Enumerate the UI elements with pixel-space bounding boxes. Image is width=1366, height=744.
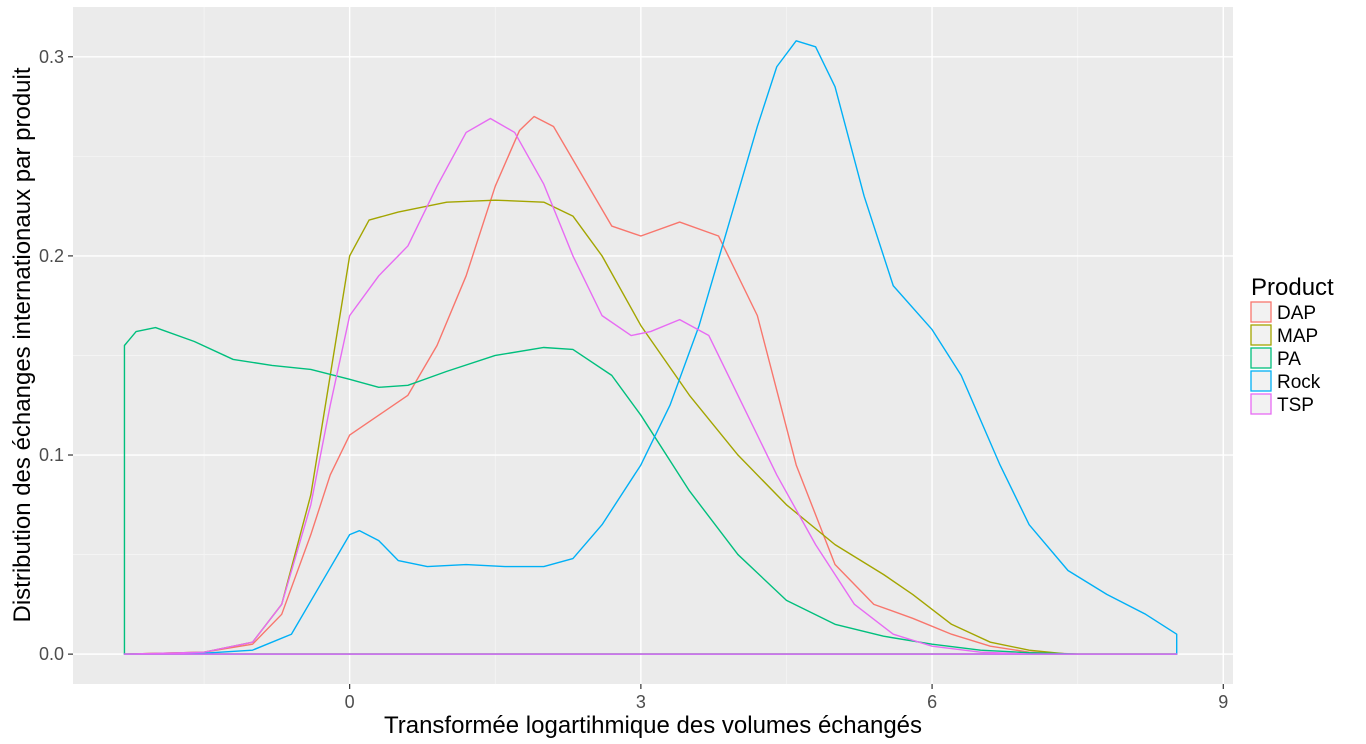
- density-curve-map: [123, 199, 1178, 655]
- x-axis-title: Transformée logartihmique des volumes éc…: [384, 712, 922, 739]
- density-curve-tsp: [123, 117, 1178, 655]
- legend-title: Product: [1251, 274, 1334, 301]
- legend-label-dap: DAP: [1277, 303, 1316, 324]
- x-tick-label: 6: [927, 692, 937, 712]
- legend-key-pa: [1250, 347, 1272, 369]
- plot-panel: [73, 7, 1233, 684]
- legend-key-rock: [1250, 370, 1272, 392]
- legend-key-tsp: [1250, 393, 1272, 415]
- legend-key-dap: [1250, 301, 1272, 323]
- x-axis-ticks: 0 3 6 9: [345, 684, 1228, 712]
- density-curve-pa: [123, 326, 1178, 655]
- y-tick-label: 0.1: [39, 445, 64, 465]
- density-curves: [123, 40, 1178, 655]
- y-tick-label: 0.3: [39, 47, 64, 67]
- y-axis-title: Distribution des échanges internationaux…: [9, 67, 36, 622]
- x-tick-label: 0: [345, 692, 355, 712]
- legend-label-map: MAP: [1277, 326, 1318, 347]
- y-tick-label: 0.2: [39, 246, 64, 266]
- legend-label-rock: Rock: [1277, 372, 1321, 393]
- density-curve-dap: [123, 115, 1178, 655]
- legend-label-pa: PA: [1277, 349, 1301, 370]
- y-tick-label: 0.0: [39, 644, 64, 664]
- x-tick-label: 3: [636, 692, 646, 712]
- legend-key-map: [1250, 324, 1272, 346]
- y-axis-ticks: 0.0 0.1 0.2 0.3: [39, 47, 73, 664]
- minor-gridlines: [73, 7, 1233, 684]
- legend-label-tsp: TSP: [1277, 395, 1314, 416]
- x-tick-label: 9: [1218, 692, 1228, 712]
- density-curve-rock: [123, 40, 1178, 655]
